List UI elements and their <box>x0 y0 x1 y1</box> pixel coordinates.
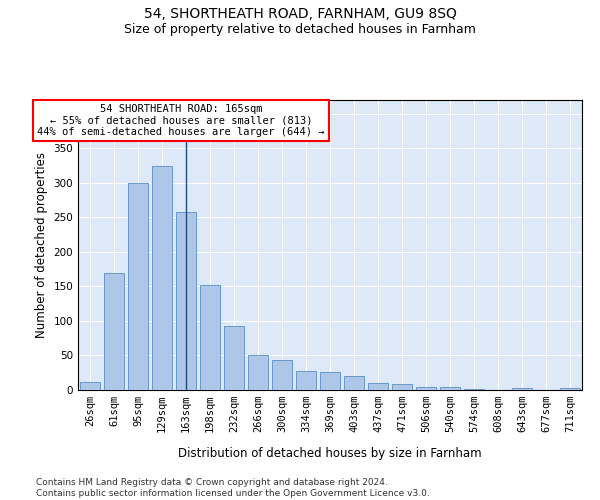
Text: Size of property relative to detached houses in Farnham: Size of property relative to detached ho… <box>124 22 476 36</box>
Text: 54 SHORTHEATH ROAD: 165sqm
← 55% of detached houses are smaller (813)
44% of sem: 54 SHORTHEATH ROAD: 165sqm ← 55% of deta… <box>37 104 325 138</box>
Y-axis label: Number of detached properties: Number of detached properties <box>35 152 48 338</box>
Text: Contains HM Land Registry data © Crown copyright and database right 2024.
Contai: Contains HM Land Registry data © Crown c… <box>36 478 430 498</box>
Bar <box>272 360 292 390</box>
Bar <box>368 383 388 390</box>
Bar <box>200 285 220 390</box>
Bar <box>104 272 124 390</box>
Bar <box>80 382 100 390</box>
Text: Distribution of detached houses by size in Farnham: Distribution of detached houses by size … <box>178 448 482 460</box>
Bar <box>344 376 364 390</box>
Text: 54, SHORTHEATH ROAD, FARNHAM, GU9 8SQ: 54, SHORTHEATH ROAD, FARNHAM, GU9 8SQ <box>143 8 457 22</box>
Bar <box>296 372 316 390</box>
Bar <box>128 183 148 390</box>
Bar <box>224 326 244 390</box>
Bar <box>392 384 412 390</box>
Bar <box>248 356 268 390</box>
Bar <box>512 388 532 390</box>
Bar <box>440 387 460 390</box>
Bar <box>320 372 340 390</box>
Bar <box>176 212 196 390</box>
Bar <box>416 387 436 390</box>
Bar <box>152 166 172 390</box>
Bar <box>560 388 580 390</box>
